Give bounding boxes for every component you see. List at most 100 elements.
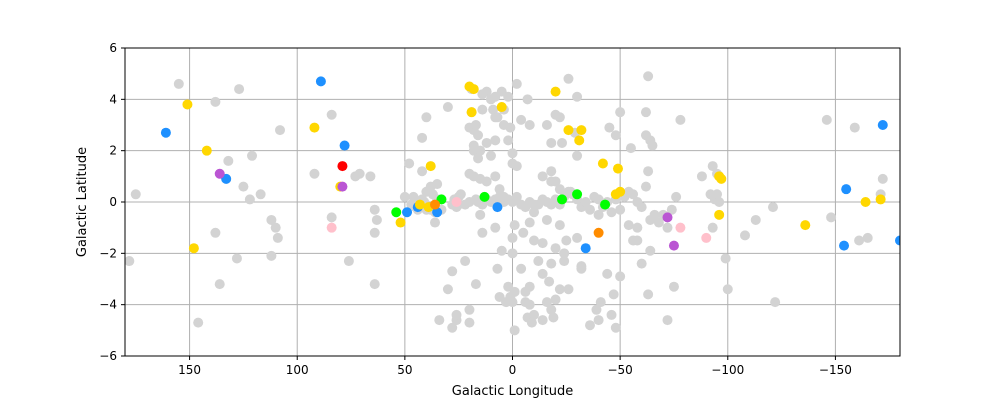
data-point [337, 161, 348, 172]
data-point [524, 299, 535, 310]
data-point [854, 235, 865, 246]
data-point [826, 212, 837, 223]
data-point [541, 214, 552, 225]
data-point [554, 112, 565, 123]
data-point [643, 289, 654, 300]
data-point [464, 317, 475, 328]
data-point [188, 243, 199, 254]
data-point [343, 256, 354, 267]
data-point [712, 189, 723, 200]
data-point [696, 171, 707, 182]
data-point [492, 202, 503, 213]
data-point [636, 258, 647, 269]
data-point [404, 158, 415, 169]
data-point [580, 197, 591, 207]
data-point [522, 94, 533, 105]
data-point [580, 243, 591, 254]
data-point [707, 161, 718, 172]
data-point [399, 191, 410, 202]
data-point [839, 240, 850, 251]
data-point [369, 279, 380, 290]
data-point [477, 89, 488, 100]
data-point [550, 243, 561, 254]
data-point [537, 268, 548, 279]
data-point [529, 309, 540, 320]
data-point [371, 214, 382, 225]
data-point [559, 256, 570, 267]
data-point [255, 189, 266, 200]
data-point [442, 284, 453, 295]
data-point [662, 315, 673, 326]
data-point [354, 168, 365, 179]
data-point [716, 173, 727, 184]
data-point [770, 297, 781, 308]
data-point [223, 155, 234, 166]
data-point [201, 145, 212, 156]
data-point [496, 245, 507, 256]
data-point [432, 207, 443, 218]
data-point [546, 166, 557, 177]
data-point [481, 137, 492, 148]
data-point [675, 222, 686, 233]
data-point [554, 184, 565, 195]
data-point [473, 130, 484, 141]
data-point [488, 104, 499, 115]
y-axis-label: Galactic Latitude [75, 147, 90, 257]
data-point [270, 222, 281, 233]
y-tick-label: 4 [109, 92, 117, 106]
data-point [574, 135, 585, 146]
data-point [214, 168, 225, 179]
data-point [563, 284, 574, 295]
data-point [533, 256, 544, 267]
data-point [640, 107, 651, 118]
data-point [860, 197, 871, 207]
data-point [266, 250, 277, 261]
x-tick-label: 0 [509, 363, 517, 377]
data-point [451, 197, 462, 207]
data-point [309, 168, 320, 179]
data-point [509, 220, 520, 231]
data-point [563, 73, 574, 84]
data-point [529, 235, 540, 246]
data-point [632, 222, 643, 233]
data-point [369, 227, 380, 238]
data-point [668, 240, 679, 251]
data-point [750, 214, 761, 225]
data-point [576, 125, 587, 136]
data-point [550, 176, 561, 187]
data-point [503, 135, 514, 146]
data-point [272, 232, 283, 243]
data-point [417, 166, 428, 177]
data-point [625, 143, 636, 154]
data-point [606, 207, 617, 218]
data-point [602, 268, 613, 279]
data-point [612, 163, 623, 174]
data-point [430, 199, 440, 210]
data-point [895, 235, 900, 246]
data-point [451, 309, 462, 320]
data-point [473, 153, 484, 164]
x-axis-ticks: 150 100 50 0 −50 −100 −150 [178, 356, 852, 377]
data-point [210, 227, 221, 238]
data-point [464, 168, 475, 179]
data-point [485, 94, 496, 105]
data-point [475, 145, 486, 156]
data-point [572, 189, 583, 200]
data-point [821, 114, 832, 125]
data-point [524, 281, 535, 292]
data-point [507, 148, 518, 159]
data-point [701, 232, 712, 243]
data-point [481, 176, 492, 187]
data-point [550, 86, 561, 97]
data-point [548, 312, 559, 323]
data-point [649, 209, 660, 220]
data-point [518, 227, 529, 238]
data-point [668, 281, 679, 292]
data-point [720, 253, 731, 264]
data-point [550, 294, 561, 305]
data-point [247, 150, 258, 161]
data-point [561, 235, 572, 246]
data-point [554, 220, 565, 231]
data-point [507, 297, 518, 308]
data-point [591, 304, 602, 315]
